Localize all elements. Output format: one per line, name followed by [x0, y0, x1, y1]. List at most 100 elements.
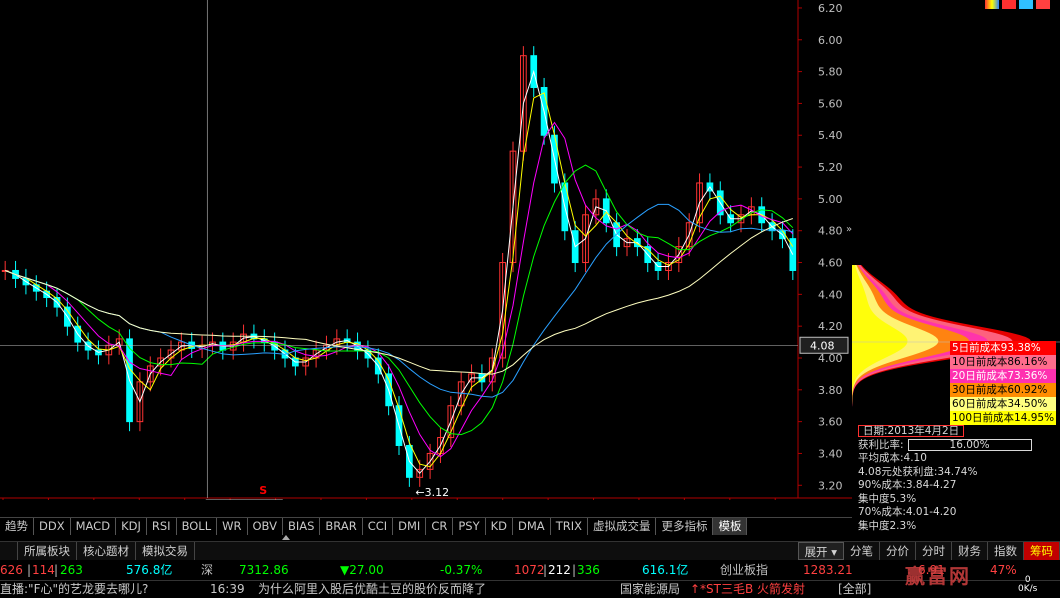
tab-trend[interactable]: 趋势 [0, 518, 34, 535]
tab-template[interactable]: 模板 [713, 518, 748, 535]
chip-layer-100 [852, 265, 908, 425]
sh-down: 263 [60, 563, 83, 577]
cost-70: 70%成本:4.01-4.20 [858, 506, 957, 518]
candle-body [685, 222, 693, 248]
tab-kd[interactable]: KD [486, 518, 514, 535]
y-tick-label: 3.60 [818, 416, 843, 429]
speed-bottom: 0K/s [1018, 584, 1038, 594]
tab-chips[interactable]: 筹码 [1024, 542, 1060, 560]
news-scroller[interactable]: 直播:"F心"的艺龙要去哪儿? 16:39 为什么阿里入股后优酷土豆的股价反而降… [0, 580, 1060, 598]
menu-core-theme[interactable]: 核心题材 [77, 542, 136, 560]
cost-row-100: 100日前成本14.95% [950, 411, 1056, 425]
news-alert[interactable]: ↑*ST三毛B 火箭发射 [690, 582, 806, 596]
chip-distribution-chart [852, 265, 1060, 425]
menu-toggle-icon[interactable] [0, 542, 18, 560]
expand-button[interactable]: 展开 ▾ [797, 542, 844, 560]
tab-bias[interactable]: BIAS [283, 518, 321, 535]
y-tick-label: 5.40 [818, 129, 843, 142]
expand-label: 展开 [804, 545, 828, 559]
tab-obv[interactable]: OBV [248, 518, 283, 535]
tab-macd[interactable]: MACD [71, 518, 117, 535]
y-tick-label: 6.20 [818, 2, 843, 15]
chevron-down-icon: ▾ [831, 545, 837, 559]
news-item-3[interactable]: 国家能源局 [620, 582, 681, 596]
tab-more-indicators[interactable]: 更多指标 [656, 518, 714, 535]
y-tick-label: 6.00 [818, 34, 843, 47]
sh-up: 114 [32, 563, 55, 577]
y-tick-label: 5.20 [818, 161, 843, 174]
news-item-2[interactable]: 为什么阿里入股后优酷土豆的股价反而降了 [258, 582, 487, 596]
crosshair-price-box [799, 336, 849, 354]
tab-price-dist[interactable]: 分价 [880, 542, 916, 560]
sh-amount: 576.8亿 [126, 563, 173, 577]
tab-finance[interactable]: 财务 [952, 542, 988, 560]
candle-body [582, 214, 589, 264]
price-chart[interactable]: 6.20 6.00 5.80 5.60 5.40 5.20 5.00 4.80 4.60 4.40… [0, 0, 852, 500]
crosshair-price-label: 4.08 [810, 339, 835, 352]
y-tick-label: 4.80 [818, 225, 843, 238]
tab-cci[interactable]: CCI [363, 518, 394, 535]
tab-ddx[interactable]: DDX [34, 518, 71, 535]
menu-sim-trade[interactable]: 模拟交易 [136, 542, 195, 560]
cyb-pct: 6.91 [918, 563, 945, 577]
pen-icon[interactable] [1019, 0, 1033, 9]
news-all-link[interactable]: [全部] [838, 582, 872, 596]
tab-trix[interactable]: TRIX [551, 518, 588, 535]
candle-body [1, 269, 9, 272]
tab-cr[interactable]: CR [426, 518, 454, 535]
function-menu-bar: 所属板块 核心题材 模拟交易 展开 ▾ 分笔 分价 分时 财务 指数 筹码 [0, 541, 1060, 560]
tab-dmi[interactable]: DMI [393, 518, 427, 535]
avg-cost: 平均成本:4.10 [858, 452, 927, 464]
tab-rsi[interactable]: RSI [147, 518, 177, 535]
corner-toolbar[interactable] [985, 0, 1050, 10]
sz-pct: -0.37% [440, 563, 483, 577]
candle-body [146, 365, 154, 383]
y-tick-label: 4.20 [818, 320, 843, 333]
speed-top: 0 [1024, 575, 1031, 585]
sz-change: ▼27.00 [340, 563, 384, 577]
tab-brar[interactable]: BRAR [320, 518, 363, 535]
candle-body [136, 381, 144, 423]
candle-body [447, 405, 455, 439]
y-tick-label: 4.40 [818, 288, 843, 301]
tab-intraday[interactable]: 分时 [916, 542, 952, 560]
color-icon[interactable] [1002, 0, 1016, 9]
candle-body [696, 182, 703, 224]
ma60-line [5, 203, 793, 398]
ma5-line [5, 69, 794, 475]
candle-body [157, 357, 164, 367]
news-item-1[interactable]: 直播:"F心"的艺龙要去哪儿? [0, 582, 149, 596]
tab-wr[interactable]: WR [217, 518, 248, 535]
tab-tick[interactable]: 分笔 [844, 542, 880, 560]
chart-type-icon[interactable] [985, 0, 999, 9]
menu-sector[interactable]: 所属板块 [18, 542, 77, 560]
sz-down: 336 [577, 563, 600, 577]
market-ticker[interactable]: 626 | 114 | 263 576.8亿 深 7312.86 ▼27.00 … [0, 561, 1060, 580]
tab-kdj[interactable]: KDJ [116, 518, 147, 535]
profit-label: 获利比率: [858, 438, 904, 451]
candle-body [592, 198, 600, 216]
chip-stats: 日期:2013年4月2日 获利比率: 16.00% 平均成本:4.10 4.08… [858, 425, 1058, 533]
low-price-marker: ←3.12 [415, 486, 449, 499]
close-icon[interactable] [1036, 0, 1050, 9]
tab-dma[interactable]: DMA [513, 518, 551, 535]
cost-legend: 5日前成本93.38% 10日前成本86.16% 20日前成本73.36% 30… [950, 341, 1056, 425]
candle-body [426, 452, 434, 470]
sz-amount: 616.1亿 [642, 563, 689, 577]
candle-body [675, 246, 683, 264]
concentration-90: 集中度5.3% [858, 492, 917, 505]
y-tick-label: 3.40 [818, 447, 843, 460]
sh-counts: 626 [0, 563, 23, 577]
scroll-handle[interactable] [282, 535, 290, 540]
indicator-tab-bar: 趋势 DDX MACD KDJ RSI BOLL WR OBV BIAS BRA… [0, 517, 852, 535]
date-line: 日期:2013年4月2日 [858, 425, 965, 437]
tab-psy[interactable]: PSY [453, 518, 486, 535]
profit-at: 4.08元处获利盘:34.74% [858, 465, 978, 478]
candle-body [488, 357, 496, 383]
tab-index[interactable]: 指数 [988, 542, 1024, 560]
tab-boll[interactable]: BOLL [177, 518, 218, 535]
tab-virtual-volume[interactable]: 虚拟成交量 [588, 518, 657, 535]
ma20-line [5, 121, 794, 458]
signal-marker: S [259, 484, 267, 497]
ma30-line [5, 164, 794, 436]
